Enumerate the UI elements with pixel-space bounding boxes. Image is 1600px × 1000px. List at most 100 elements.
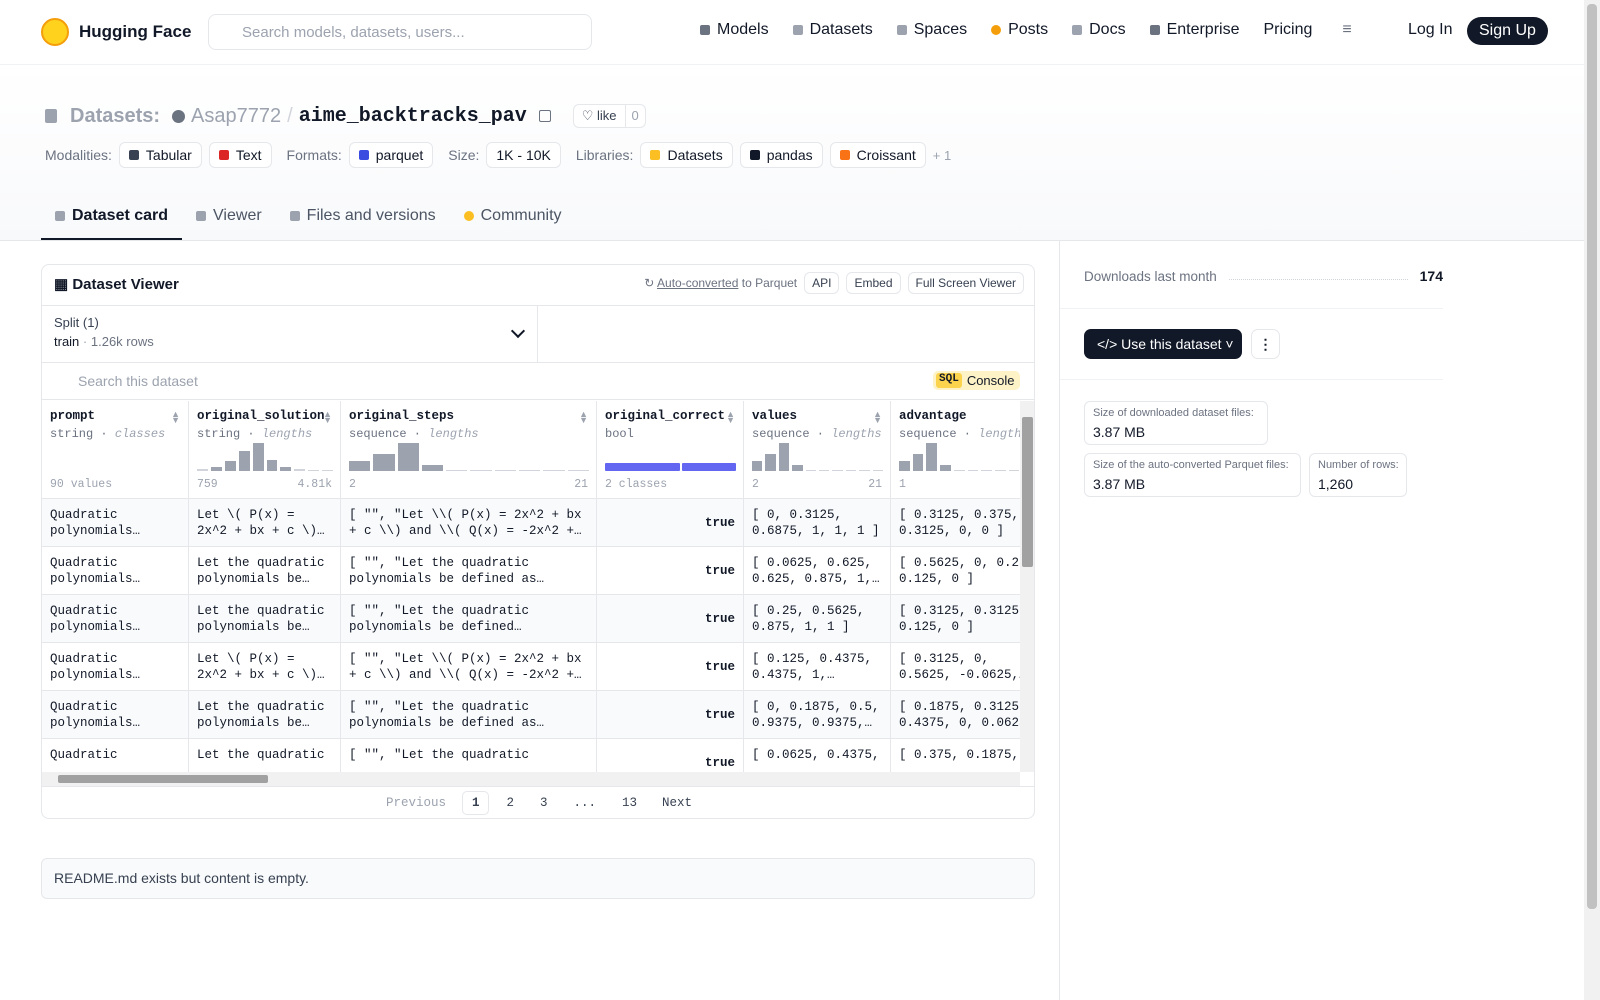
histogram-bar[interactable]: [752, 460, 763, 471]
tab[interactable]: Files and versions: [276, 200, 450, 240]
login-link[interactable]: Log In: [1408, 21, 1453, 38]
histogram-bar[interactable]: [967, 469, 979, 471]
histogram-bar[interactable]: [819, 469, 830, 471]
table-cell[interactable]: Quadratic polynomials $P(x)…: [42, 643, 189, 691]
histogram-bar[interactable]: [252, 443, 264, 471]
table-cell[interactable]: [ 0.25, 0.5625, 0.875, 1, 1 ]: [744, 595, 891, 643]
page-number[interactable]: 13: [622, 796, 638, 810]
table-cell[interactable]: [ 0.3125, 0.3125, 0.125, 0 ]: [891, 595, 1020, 643]
column-header[interactable]: advantage▲▼sequence · lengths121: [891, 401, 1020, 499]
nav-link[interactable]: Pricing: [1263, 21, 1312, 39]
table-cell[interactable]: Quadratic: [42, 739, 189, 772]
table-cell[interactable]: true: [597, 691, 744, 739]
histogram-bar[interactable]: [1008, 469, 1020, 471]
histogram-bar[interactable]: [872, 469, 884, 471]
owner[interactable]: Asap7772: [191, 104, 282, 127]
table-cell[interactable]: [ "", "Let the quadratic polynomials be …: [341, 691, 597, 739]
table-cell[interactable]: Quadratic polynomials $P(x)…: [42, 691, 189, 739]
tag-chip[interactable]: pandas: [739, 142, 823, 168]
table-cell[interactable]: [ 0.375, 0.1875,: [891, 739, 1020, 772]
auto-converted-link[interactable]: Auto-converted: [657, 276, 739, 290]
table-cell[interactable]: [ 0.5625, 0, 0.25, 0.125, 0 ]: [891, 547, 1020, 595]
table-cell[interactable]: true: [597, 547, 744, 595]
histogram-bar[interactable]: [397, 443, 419, 471]
histogram-bar[interactable]: [778, 443, 790, 471]
page-number[interactable]: ...: [573, 796, 597, 810]
sort-icon[interactable]: ▲ ▼: [579, 409, 588, 425]
sort-icon[interactable]: ▲ ▼: [171, 409, 180, 425]
signup-button[interactable]: Sign Up: [1467, 17, 1548, 45]
table-cell[interactable]: [ 0.1875, 0.3125, 0.4375, 0, 0.0625…: [891, 691, 1020, 739]
histogram-bar[interactable]: [765, 453, 776, 471]
table-cell[interactable]: [ "", "Let \\( P(x) = 2x^2 + bx + c \\) …: [341, 499, 597, 547]
column-header[interactable]: original_steps ▲ ▼ sequence · lengths 2 21: [341, 401, 597, 499]
tab[interactable]: Community: [450, 200, 576, 240]
viewer-button[interactable]: Embed: [846, 272, 901, 294]
histogram-bar[interactable]: [446, 469, 468, 471]
table-cell[interactable]: Let the quadratic: [189, 739, 341, 772]
page-number[interactable]: 3: [539, 796, 548, 810]
histogram-bar[interactable]: [224, 461, 236, 471]
table-cell[interactable]: true: [597, 595, 744, 643]
like-button[interactable]: ♡ like 0: [572, 104, 646, 128]
histogram-bar[interactable]: [899, 460, 910, 471]
table-cell[interactable]: [ 0.0625, 0.4375,: [744, 739, 891, 772]
histogram-bar[interactable]: [912, 453, 924, 471]
histogram-bar[interactable]: [805, 469, 817, 471]
table-cell[interactable]: Quadratic polynomials $P(x)…: [42, 499, 189, 547]
table-cell[interactable]: Let the quadratic polynomials be…: [189, 547, 341, 595]
tab[interactable]: Dataset card: [41, 200, 183, 240]
table-cell[interactable]: Let \( P(x) = 2x^2 + bx + c \) and \(…: [189, 499, 341, 547]
histogram-bar[interactable]: [349, 460, 371, 471]
histogram-bar[interactable]: [280, 466, 292, 471]
histogram-bar[interactable]: [994, 470, 1006, 471]
dataset-name[interactable]: aime_backtracks_pav: [298, 104, 527, 128]
table-cell[interactable]: Quadratic polynomials $P(x)…: [42, 547, 189, 595]
nav-link[interactable]: Enterprise: [1149, 21, 1239, 39]
table-cell[interactable]: [ 0.3125, 0, 0.5625, -0.0625,…: [891, 643, 1020, 691]
table-cell[interactable]: [ "", "Let the quadratic polynomials be …: [341, 595, 597, 643]
histogram-bar[interactable]: [421, 465, 444, 471]
histogram-bar[interactable]: [308, 469, 320, 471]
column-header[interactable]: original_solution ▲ ▼ string · lengths 759 4.…: [189, 401, 341, 499]
table-cell[interactable]: Let \( P(x) = 2x^2 + bx + c \) and \(…: [189, 643, 341, 691]
table-cell[interactable]: [ 0.3125, 0.375, 0.3125, 0, 0 ]: [891, 499, 1020, 547]
table-cell[interactable]: [ 0, 0.1875, 0.5, 0.9375, 0.9375, 1…: [744, 691, 891, 739]
histogram-bar[interactable]: [294, 468, 306, 471]
class-bar[interactable]: [681, 463, 736, 471]
table-hscroll[interactable]: [42, 772, 1020, 786]
sort-icon[interactable]: ▲ ▼: [726, 409, 735, 425]
table-cell[interactable]: Let the quadratic polynomials be…: [189, 595, 341, 643]
viewer-button[interactable]: API: [804, 272, 840, 294]
histogram-bar[interactable]: [373, 453, 395, 471]
nav-link[interactable]: Posts: [991, 21, 1048, 39]
histogram-bar[interactable]: [981, 469, 992, 471]
viewer-button[interactable]: Full Screen Viewer: [907, 272, 1024, 294]
histogram-bar[interactable]: [322, 469, 334, 471]
use-dataset-button[interactable]: </> Use this dataset ˅: [1084, 329, 1242, 359]
histogram-bar[interactable]: [494, 469, 517, 471]
table-cell[interactable]: [ "", "Let \\( P(x) = 2x^2 + bx + c \\) …: [341, 643, 597, 691]
sort-icon[interactable]: ▲ ▼: [323, 409, 332, 425]
nav-link[interactable]: Models: [700, 21, 769, 39]
table-cell[interactable]: true: [597, 643, 744, 691]
more-button[interactable]: ⋮: [1251, 329, 1280, 359]
histogram-bar[interactable]: [266, 460, 278, 471]
histogram-bar[interactable]: [953, 469, 965, 471]
prev-page[interactable]: Previous: [385, 796, 446, 810]
tag-chip[interactable]: 1K - 10K: [486, 142, 561, 168]
histogram-bar[interactable]: [197, 468, 208, 471]
table-cell[interactable]: [ 0.125, 0.4375, 0.4375, 1, 0.9375…: [744, 643, 891, 691]
menu-icon[interactable]: ≡: [1342, 21, 1352, 38]
column-header[interactable]: prompt ▲ ▼ string · classes 90 values: [42, 401, 189, 499]
histogram-bar[interactable]: [543, 469, 565, 471]
site-search[interactable]: Search models, datasets, users...: [208, 14, 592, 50]
histogram-bar[interactable]: [832, 469, 843, 471]
nav-link[interactable]: Spaces: [896, 21, 967, 39]
table-cell[interactable]: [ 0, 0.3125, 0.6875, 1, 1, 1 ]: [744, 499, 891, 547]
table-cell[interactable]: [ "", "Let the quadratic: [341, 739, 597, 772]
histogram-bar[interactable]: [926, 443, 938, 471]
copy-icon[interactable]: [538, 110, 551, 122]
table-vscroll[interactable]: [1020, 401, 1034, 772]
histogram-bar[interactable]: [470, 469, 492, 471]
